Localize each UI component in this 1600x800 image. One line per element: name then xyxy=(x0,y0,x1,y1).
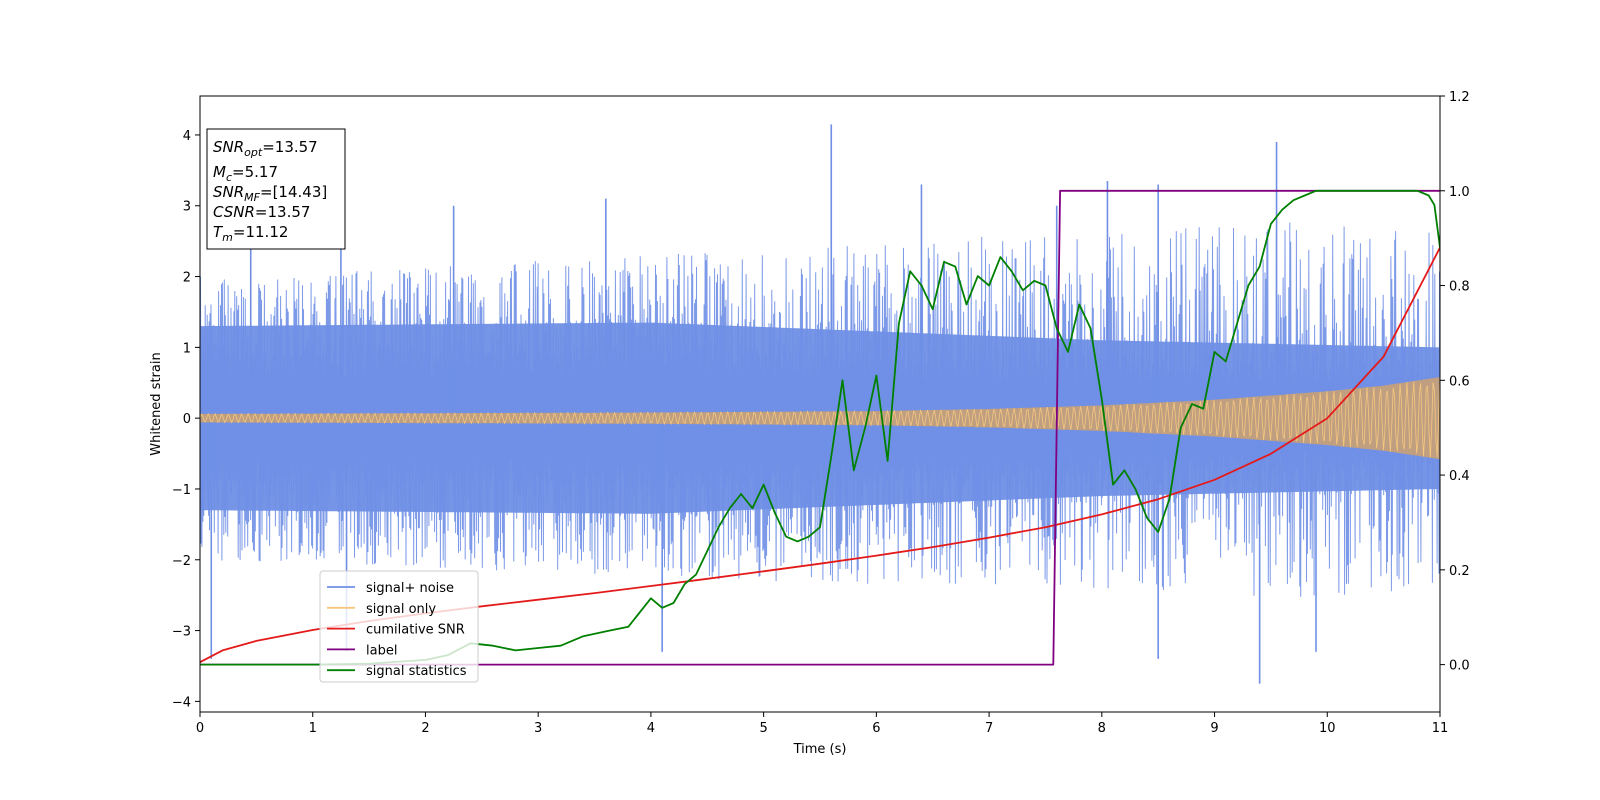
y-axis-left: −4 −3 −2 −1 0 1 2 3 4 xyxy=(172,129,200,710)
x-tick-label: 10 xyxy=(1319,721,1336,736)
y-left-tick-label: −1 xyxy=(172,483,191,498)
signal-only-trace xyxy=(200,378,1440,458)
annotation-line: SNRopt=13.57 xyxy=(213,138,318,159)
y-left-tick-label: 1 xyxy=(183,341,191,356)
y-left-tick-label: −3 xyxy=(172,625,191,640)
annotation-line: SNRMF=[14.43] xyxy=(213,183,327,204)
legend-label: cumilative SNR xyxy=(366,623,465,638)
annotation-box: SNRopt=13.57 Mc=5.17SNRMF=[14.43]CSNR=13.… xyxy=(206,128,346,250)
x-tick-label: 7 xyxy=(985,721,993,736)
x-tick-label: 8 xyxy=(1098,721,1106,736)
series-signal-statistics xyxy=(200,189,1440,666)
x-tick-label: 6 xyxy=(872,721,880,736)
x-tick-label: 4 xyxy=(647,721,655,736)
legend-label: signal statistics xyxy=(366,664,467,679)
y-right-tick-label: 0.2 xyxy=(1449,564,1470,579)
series-signal-only xyxy=(200,377,1440,460)
annotation-line: Mc=5.17 xyxy=(213,163,278,184)
y-left-tick-label: 3 xyxy=(183,200,191,215)
legend-label: signal+ noise xyxy=(366,581,454,596)
y-right-tick-label: 1.0 xyxy=(1449,185,1470,200)
x-tick-label: 11 xyxy=(1432,721,1449,736)
legend-label: signal only xyxy=(366,602,436,617)
x-tick-label: 3 xyxy=(534,721,542,736)
x-tick-label: 9 xyxy=(1210,721,1218,736)
y-left-tick-label: 0 xyxy=(183,412,191,427)
y-right-tick-label: 0.0 xyxy=(1449,659,1470,674)
signal-only-band xyxy=(200,377,1440,460)
x-tick-label: 1 xyxy=(309,721,317,736)
x-tick-label: 5 xyxy=(759,721,767,736)
x-axis: 0 1 2 3 4 5 6 7 8 9 10 11 xyxy=(196,712,1448,736)
y-axis-right: 0.0 0.2 0.4 0.6 0.8 1.0 1.2 xyxy=(1440,90,1470,674)
y-left-tick-label: −4 xyxy=(172,695,191,710)
series-label xyxy=(200,189,1440,666)
y-left-tick-label: 4 xyxy=(183,129,191,144)
plot-area xyxy=(200,124,1440,684)
legend: signal+ noise signal only cumilative SNR la… xyxy=(319,570,479,683)
y-right-tick-label: 0.6 xyxy=(1449,374,1470,389)
y-right-tick-label: 0.4 xyxy=(1449,469,1470,484)
annotation-line: Tm=11.12 xyxy=(213,223,288,244)
y-right-tick-label: 1.2 xyxy=(1449,90,1470,105)
annotation-line: CSNR=13.57 xyxy=(213,203,310,221)
y-right-tick-label: 0.8 xyxy=(1449,280,1470,295)
y-left-tick-label: −2 xyxy=(172,554,191,569)
y-left-tick-label: 2 xyxy=(183,271,191,286)
x-tick-label: 2 xyxy=(421,721,429,736)
y-axis-label: Whitened strain xyxy=(149,352,164,455)
plot-frame xyxy=(199,95,1441,713)
x-axis-label: Time (s) xyxy=(793,742,847,757)
legend-label: label xyxy=(366,643,397,658)
x-tick-label: 0 xyxy=(196,721,204,736)
